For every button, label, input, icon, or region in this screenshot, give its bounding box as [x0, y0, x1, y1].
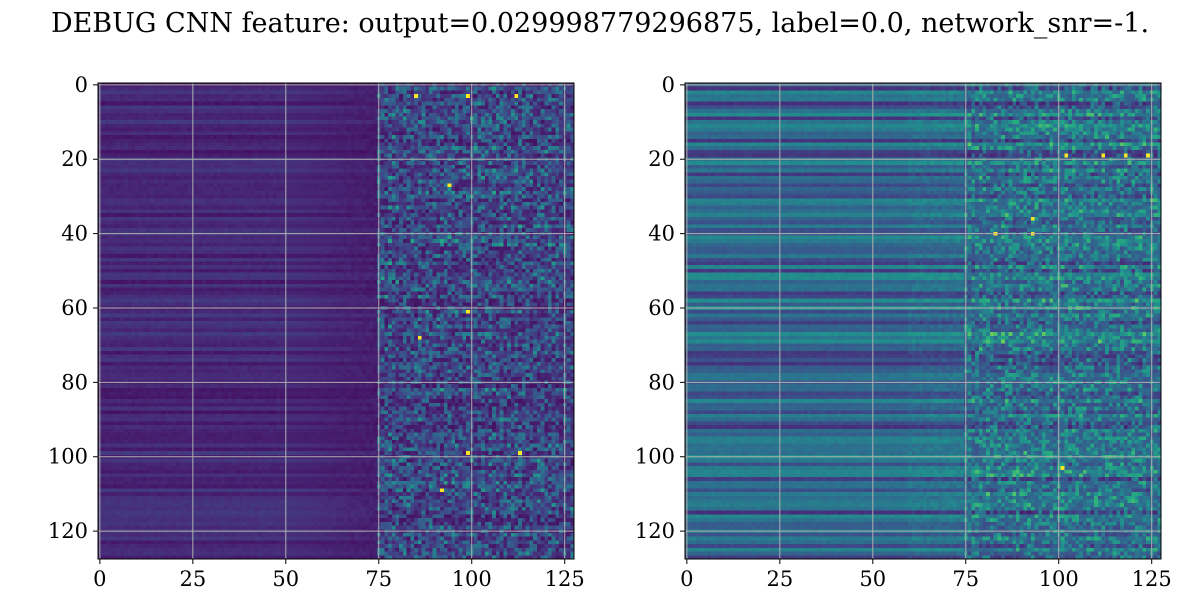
y-tick-label: 20 — [648, 147, 675, 171]
axes-frame — [684, 82, 1162, 560]
figure-title: DEBUG CNN feature: output=0.029998779296… — [50, 8, 1150, 39]
y-tick-label: 80 — [648, 370, 675, 394]
x-tick-label: 100 — [452, 567, 492, 591]
heatmap-right-svg: 0 25 50 75 100 125 0 20 40 60 80 100 120 — [635, 73, 1172, 591]
x-tick-label: 25 — [179, 567, 206, 591]
y-tick-label: 0 — [662, 73, 675, 97]
heatmap-cells — [685, 83, 1161, 559]
x-tick-label: 0 — [680, 567, 693, 591]
y-tick-label: 20 — [61, 147, 88, 171]
x-tick-label: 50 — [272, 567, 299, 591]
y-tick-label: 60 — [648, 296, 675, 320]
y-tick-label: 100 — [48, 445, 88, 469]
heatmap-right: 0 25 50 75 100 125 0 20 40 60 80 100 120 — [635, 73, 1172, 591]
x-tick-label: 0 — [93, 567, 106, 591]
y-tick-label: 120 — [635, 519, 675, 543]
heatmap-left: 0 25 50 75 100 125 0 20 40 60 80 100 120 — [48, 73, 585, 591]
axes-frame — [97, 82, 575, 560]
y-tick-label: 80 — [61, 370, 88, 394]
x-tick-label: 125 — [1132, 567, 1172, 591]
x-tick-label: 125 — [545, 567, 585, 591]
y-tick-label: 120 — [48, 519, 88, 543]
x-tick-label: 25 — [766, 567, 793, 591]
heatmap-cells — [98, 83, 574, 559]
x-tick-label: 75 — [365, 567, 392, 591]
y-tick-label: 100 — [635, 445, 675, 469]
y-tick-label: 40 — [648, 222, 675, 246]
x-tick-label: 75 — [952, 567, 979, 591]
heatmap-left-svg: 0 25 50 75 100 125 0 20 40 60 80 100 120 — [48, 73, 585, 591]
y-tick-label: 0 — [75, 73, 88, 97]
y-tick-label: 40 — [61, 222, 88, 246]
x-tick-label: 100 — [1039, 567, 1079, 591]
x-tick-label: 50 — [859, 567, 886, 591]
y-tick-label: 60 — [61, 296, 88, 320]
